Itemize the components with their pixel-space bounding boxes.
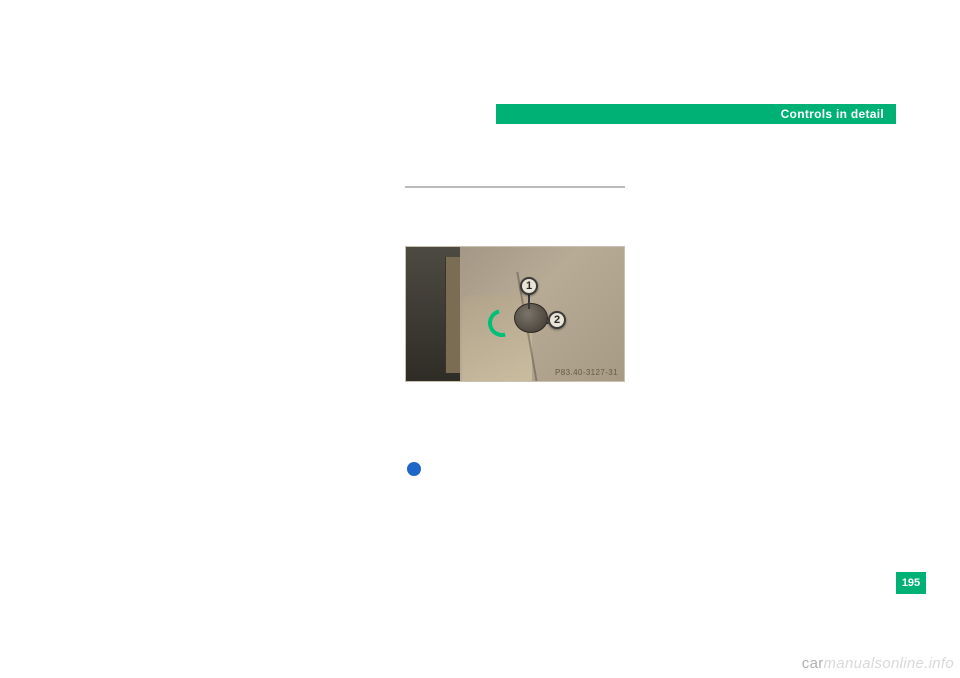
page-number-badge: 195 [896,572,926,594]
figure-dash-panel [406,247,460,382]
figure-control-knob [514,303,548,333]
page: Controls in detail 1 2 P83.40-3127-31 19… [0,0,960,678]
callout-leader-1 [528,295,530,309]
page-number: 195 [902,577,920,589]
watermark-rest: manualsonline.info [824,655,954,672]
callout-1: 1 [520,277,538,295]
content-divider [405,186,625,188]
watermark: carmanualsonline.info [802,655,954,672]
watermark-prefix: car [802,655,824,672]
figure-part-number: P83.40-3127-31 [555,368,618,377]
section-title: Controls in detail [781,107,884,121]
figure-interior-knob: 1 2 P83.40-3127-31 [405,246,625,382]
callout-2: 2 [548,311,566,329]
bullet-dot-icon [407,462,421,476]
section-header-band: Controls in detail [496,104,896,124]
